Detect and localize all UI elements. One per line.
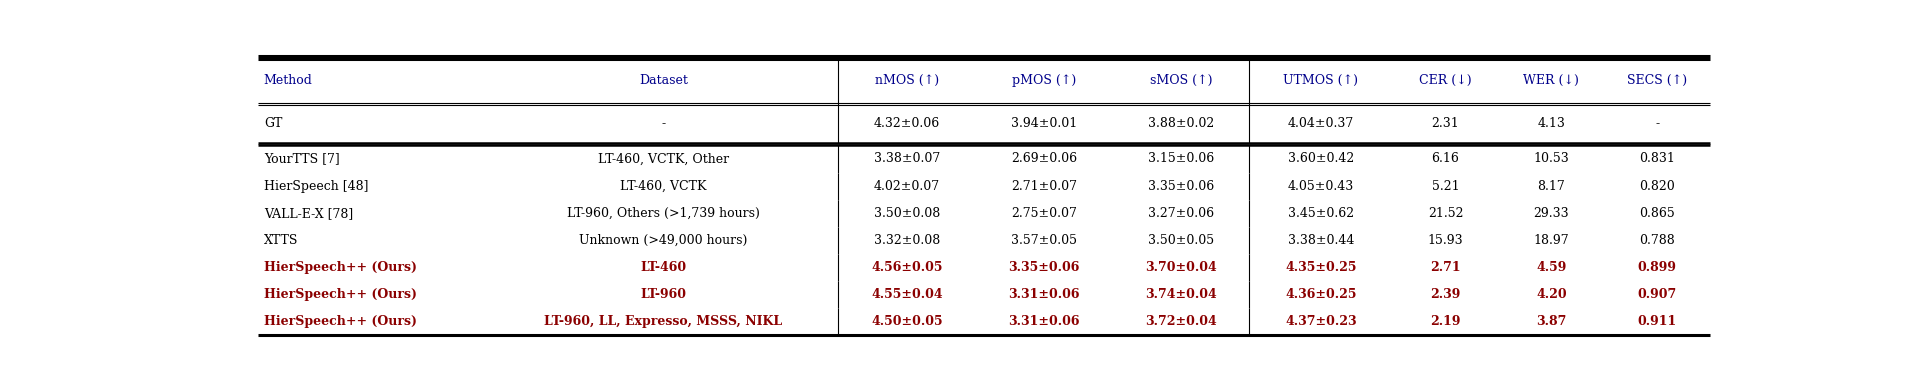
Text: 3.87: 3.87 bbox=[1536, 315, 1567, 328]
Text: 2.75±0.07: 2.75±0.07 bbox=[1012, 207, 1077, 220]
Text: 4.04±0.37: 4.04±0.37 bbox=[1288, 118, 1354, 131]
Text: WER (↓): WER (↓) bbox=[1523, 75, 1580, 88]
Text: nMOS (↑): nMOS (↑) bbox=[876, 75, 939, 88]
Text: HierSpeech++ (Ours): HierSpeech++ (Ours) bbox=[263, 315, 417, 328]
Text: 4.37±0.23: 4.37±0.23 bbox=[1284, 315, 1357, 328]
Text: 3.60±0.42: 3.60±0.42 bbox=[1288, 152, 1354, 165]
Text: LT-960, LL, Expresso, MSSS, NIKL: LT-960, LL, Expresso, MSSS, NIKL bbox=[543, 315, 783, 328]
Text: LT-460: LT-460 bbox=[639, 261, 687, 274]
Text: LT-960, Others (>1,739 hours): LT-960, Others (>1,739 hours) bbox=[566, 207, 760, 220]
Text: 3.35±0.06: 3.35±0.06 bbox=[1148, 180, 1213, 193]
Text: 2.31: 2.31 bbox=[1432, 118, 1459, 131]
Text: 3.27±0.06: 3.27±0.06 bbox=[1148, 207, 1213, 220]
Text: 3.31±0.06: 3.31±0.06 bbox=[1008, 315, 1079, 328]
Text: 15.93: 15.93 bbox=[1428, 234, 1463, 247]
Text: 0.865: 0.865 bbox=[1640, 207, 1674, 220]
Text: CER (↓): CER (↓) bbox=[1419, 75, 1473, 88]
Text: sMOS (↑): sMOS (↑) bbox=[1150, 75, 1212, 88]
Text: 4.35±0.25: 4.35±0.25 bbox=[1284, 261, 1357, 274]
Text: 3.70±0.04: 3.70±0.04 bbox=[1144, 261, 1217, 274]
Text: 3.50±0.05: 3.50±0.05 bbox=[1148, 234, 1213, 247]
Text: 3.72±0.04: 3.72±0.04 bbox=[1144, 315, 1217, 328]
Text: 0.911: 0.911 bbox=[1638, 315, 1676, 328]
Text: LT-460, VCTK, Other: LT-460, VCTK, Other bbox=[597, 152, 730, 165]
Text: 3.32±0.08: 3.32±0.08 bbox=[874, 234, 941, 247]
Text: 29.33: 29.33 bbox=[1534, 207, 1569, 220]
Text: 4.13: 4.13 bbox=[1538, 118, 1565, 131]
Text: 0.820: 0.820 bbox=[1640, 180, 1674, 193]
Text: HierSpeech [48]: HierSpeech [48] bbox=[263, 180, 369, 193]
Text: 3.74±0.04: 3.74±0.04 bbox=[1144, 288, 1217, 301]
Text: 10.53: 10.53 bbox=[1534, 152, 1569, 165]
Text: 3.35±0.06: 3.35±0.06 bbox=[1008, 261, 1079, 274]
Text: HierSpeech++ (Ours): HierSpeech++ (Ours) bbox=[263, 288, 417, 301]
Text: GT: GT bbox=[263, 118, 282, 131]
Text: YourTTS [7]: YourTTS [7] bbox=[263, 152, 340, 165]
Text: 3.31±0.06: 3.31±0.06 bbox=[1008, 288, 1079, 301]
Text: -: - bbox=[1655, 118, 1659, 131]
Text: 3.38±0.44: 3.38±0.44 bbox=[1288, 234, 1354, 247]
Text: 0.899: 0.899 bbox=[1638, 261, 1676, 274]
Text: 3.50±0.08: 3.50±0.08 bbox=[874, 207, 941, 220]
Text: 4.50±0.05: 4.50±0.05 bbox=[872, 315, 943, 328]
Text: LT-960: LT-960 bbox=[641, 288, 685, 301]
Text: 8.17: 8.17 bbox=[1538, 180, 1565, 193]
Text: 5.21: 5.21 bbox=[1432, 180, 1459, 193]
Text: HierSpeech++ (Ours): HierSpeech++ (Ours) bbox=[263, 261, 417, 274]
Text: 0.788: 0.788 bbox=[1640, 234, 1674, 247]
Text: 3.94±0.01: 3.94±0.01 bbox=[1010, 118, 1077, 131]
Text: 0.907: 0.907 bbox=[1638, 288, 1676, 301]
Text: 3.57±0.05: 3.57±0.05 bbox=[1012, 234, 1077, 247]
Text: 3.38±0.07: 3.38±0.07 bbox=[874, 152, 941, 165]
Text: 4.20: 4.20 bbox=[1536, 288, 1567, 301]
Text: 4.55±0.04: 4.55±0.04 bbox=[872, 288, 943, 301]
Text: -: - bbox=[660, 118, 666, 131]
Text: 2.19: 2.19 bbox=[1430, 315, 1461, 328]
Text: 2.71±0.07: 2.71±0.07 bbox=[1012, 180, 1077, 193]
Text: 4.59: 4.59 bbox=[1536, 261, 1567, 274]
Text: 3.45±0.62: 3.45±0.62 bbox=[1288, 207, 1354, 220]
Text: 21.52: 21.52 bbox=[1428, 207, 1463, 220]
Text: 3.88±0.02: 3.88±0.02 bbox=[1148, 118, 1213, 131]
Text: 3.15±0.06: 3.15±0.06 bbox=[1148, 152, 1213, 165]
Text: 2.69±0.06: 2.69±0.06 bbox=[1010, 152, 1077, 165]
Text: 4.36±0.25: 4.36±0.25 bbox=[1284, 288, 1357, 301]
Text: 18.97: 18.97 bbox=[1534, 234, 1569, 247]
Text: 2.39: 2.39 bbox=[1430, 288, 1461, 301]
Text: 2.71: 2.71 bbox=[1430, 261, 1461, 274]
Text: LT-460, VCTK: LT-460, VCTK bbox=[620, 180, 707, 193]
Text: SECS (↑): SECS (↑) bbox=[1626, 75, 1688, 88]
Text: 4.05±0.43: 4.05±0.43 bbox=[1288, 180, 1354, 193]
Text: VALL-E-X [78]: VALL-E-X [78] bbox=[263, 207, 353, 220]
Text: 0.831: 0.831 bbox=[1640, 152, 1674, 165]
Text: 4.02±0.07: 4.02±0.07 bbox=[874, 180, 941, 193]
Text: XTTS: XTTS bbox=[263, 234, 298, 247]
Text: UTMOS (↑): UTMOS (↑) bbox=[1283, 75, 1359, 88]
Text: pMOS (↑): pMOS (↑) bbox=[1012, 75, 1075, 88]
Text: Dataset: Dataset bbox=[639, 75, 687, 88]
Text: 4.32±0.06: 4.32±0.06 bbox=[874, 118, 941, 131]
Text: Unknown (>49,000 hours): Unknown (>49,000 hours) bbox=[580, 234, 747, 247]
Text: 6.16: 6.16 bbox=[1432, 152, 1459, 165]
Text: 4.56±0.05: 4.56±0.05 bbox=[872, 261, 943, 274]
Text: Method: Method bbox=[263, 75, 313, 88]
